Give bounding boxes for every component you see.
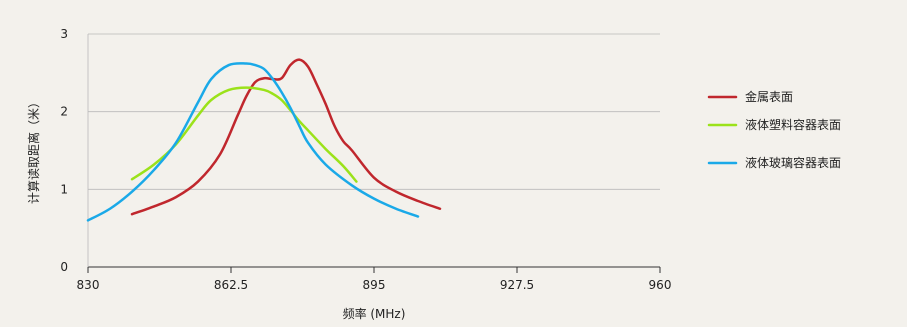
axis-layer: 0 1 2 3 830 862.5 895 927.5 960	[60, 27, 671, 292]
series-line-1	[130, 58, 442, 216]
x-tick-label: 895	[363, 278, 386, 292]
legend-label: 液体玻璃容器表面	[745, 155, 841, 170]
grid-layer	[88, 33, 660, 268]
legend-label: 金属表面	[745, 89, 793, 104]
y-tick-label: 3	[60, 27, 68, 41]
x-tick-label: 862.5	[214, 278, 248, 292]
x-axis-title: 频率 (MHz)	[343, 306, 406, 321]
y-tick-label: 0	[60, 260, 68, 274]
x-tick-label: 927.5	[500, 278, 534, 292]
y-axis-title: 计算读取距离（米）	[26, 96, 41, 204]
series-line-3	[86, 62, 420, 222]
x-tick-label: 960	[649, 278, 672, 292]
x-tick-label: 830	[77, 278, 100, 292]
series-line-2	[130, 86, 358, 183]
series-layer	[86, 58, 442, 222]
legend-label: 液体塑料容器表面	[745, 117, 841, 132]
y-tick-label: 1	[60, 182, 68, 196]
y-tick-label: 2	[60, 105, 68, 119]
